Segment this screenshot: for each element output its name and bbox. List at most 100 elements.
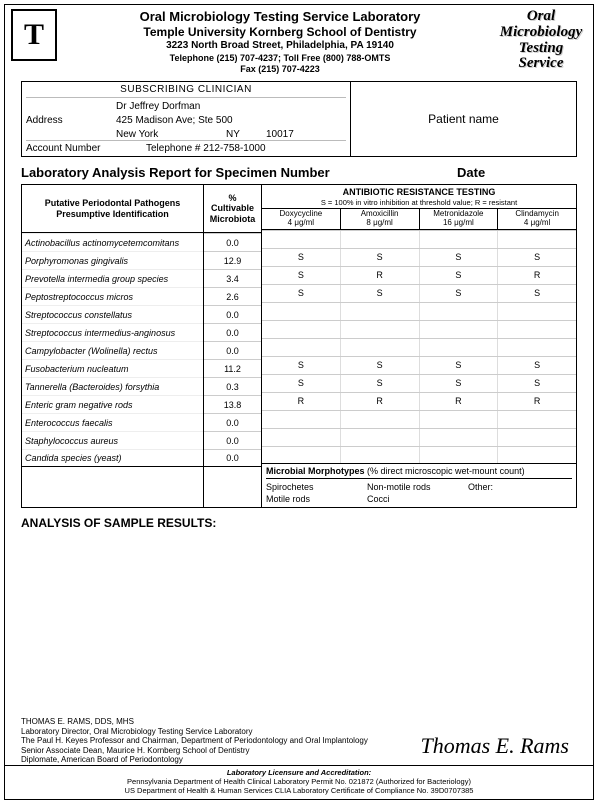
abx-cell: [419, 447, 498, 463]
school-name: Temple University Kornberg School of Den…: [65, 25, 495, 40]
clinician-patient-row: SUBSCRIBING CLINICIAN Dr Jeffrey Dorfman…: [21, 81, 577, 157]
pct-cell: 2.6: [204, 287, 261, 305]
pathogen-name: Porphyromonas gingivalis: [22, 251, 203, 269]
abx-cell: [497, 303, 576, 320]
patient-name-label: Patient name: [428, 112, 499, 126]
pathogen-name: Fusobacterium nucleatum: [22, 359, 203, 377]
abx-row: [262, 230, 576, 248]
pct-cell: 13.8: [204, 395, 261, 413]
abx-cell: [340, 321, 419, 338]
clinician-header: SUBSCRIBING CLINICIAN: [26, 84, 346, 98]
pct-cell: 0.0: [204, 449, 261, 467]
abx-cell: S: [419, 285, 498, 302]
pathogen-name: Enteric gram negative rods: [22, 395, 203, 413]
abx-cell: [340, 429, 419, 446]
morph-item: Non-motile rods: [367, 481, 468, 493]
abx-row: [262, 410, 576, 428]
pct-cell: 0.0: [204, 305, 261, 323]
accred-line-1: Pennsylvania Department of Health Clinic…: [5, 777, 593, 786]
abx-row: SSSS: [262, 248, 576, 266]
abx-cell: S: [419, 267, 498, 284]
abx-header: ANTIBIOTIC RESISTANCE TESTING: [262, 185, 576, 198]
abx-row: [262, 320, 576, 338]
clinician-tel: 212-758-1000: [203, 143, 265, 154]
date-label: Date: [457, 165, 577, 180]
pct-cell: 3.4: [204, 269, 261, 287]
pct-cell: 0.0: [204, 431, 261, 449]
signer-block: THOMAS E. RAMS, DDS, MHS Laboratory Dire…: [21, 717, 421, 765]
accred-line-2: US Department of Health & Human Services…: [5, 786, 593, 795]
pathogen-name: Enterococcus faecalis: [22, 413, 203, 431]
abx-cell: S: [419, 357, 498, 374]
signer-title-4: Diplomate, American Board of Periodontol…: [21, 755, 421, 765]
abx-row: [262, 338, 576, 356]
patient-name-box: Patient name: [351, 81, 577, 157]
abx-cell: R: [419, 393, 498, 410]
abx-cell: [419, 411, 498, 428]
accreditation-footer: Laboratory Licensure and Accreditation: …: [5, 765, 593, 795]
title-block: Oral Microbiology Testing Service Labora…: [65, 9, 495, 75]
abx-cell: S: [262, 288, 340, 298]
pathogen-name: Prevotella intermedia group species: [22, 269, 203, 287]
abx-cell: [340, 231, 419, 248]
abx-cell: R: [340, 393, 419, 410]
accred-title: Laboratory Licensure and Accreditation:: [5, 768, 593, 777]
abx-row: RRRR: [262, 392, 576, 410]
pathogen-name: Candida species (yeast): [22, 449, 203, 467]
abx-row: SSSS: [262, 374, 576, 392]
clinician-city: New York: [116, 129, 226, 140]
abx-cell: S: [419, 375, 498, 392]
report-title-row: Laboratory Analysis Report for Specimen …: [21, 165, 577, 180]
clinician-state: NY: [226, 129, 266, 140]
morph-item: Other:: [468, 481, 569, 493]
abx-cell: S: [497, 375, 576, 392]
morph-title: Microbial Morphotypes: [266, 466, 365, 476]
signer-title-1: Laboratory Director, Oral Microbiology T…: [21, 727, 421, 737]
pathogen-header: Putative Periodontal Pathogens Presumpti…: [22, 185, 203, 233]
abx-cell: S: [419, 249, 498, 266]
abx-cell: S: [340, 357, 419, 374]
pathogen-name: Streptococcus intermedius-anginosus: [22, 323, 203, 341]
pct-cell: 0.0: [204, 323, 261, 341]
phone-line: Telephone (215) 707-4237; Toll Free (800…: [65, 53, 495, 64]
pathogen-name: Campylobacter (Wolinella) rectus: [22, 341, 203, 359]
abx-col-header: Doxycycline4 μg/ml: [262, 209, 340, 230]
abx-cell: [497, 321, 576, 338]
abx-cell: S: [497, 357, 576, 374]
abx-cell: S: [262, 252, 340, 262]
abx-cell: [340, 339, 419, 356]
abx-cell: S: [340, 285, 419, 302]
pathogen-name: Staphylococcus aureus: [22, 431, 203, 449]
signer-name: THOMAS E. RAMS, DDS, MHS: [21, 717, 421, 727]
signature-image: Thomas E. Rams: [420, 733, 569, 759]
abx-cell: S: [262, 360, 340, 370]
analysis-header: ANALYSIS OF SAMPLE RESULTS:: [21, 516, 577, 530]
morphotypes-block: Microbial Morphotypes (% direct microsco…: [262, 464, 576, 507]
abx-cell: R: [262, 396, 340, 406]
abx-row: SSSS: [262, 356, 576, 374]
report-title: Laboratory Analysis Report for Specimen …: [21, 165, 457, 180]
abx-row: [262, 446, 576, 464]
abx-col-header: Clindamycin4 μg/ml: [497, 209, 576, 230]
abx-cell: S: [497, 249, 576, 266]
fax-line: Fax (215) 707-4223: [65, 64, 495, 75]
abx-col-header: Amoxicillin8 μg/ml: [340, 209, 419, 230]
tel-label: Telephone #: [146, 143, 201, 154]
morphotypes-block-left: [204, 467, 261, 471]
abx-cell: [419, 303, 498, 320]
omts-badge: Oral Microbiology Testing Service: [495, 9, 587, 72]
address-label: Address: [26, 115, 116, 126]
pathogen-name: Actinobacillus actinomycetemcomitans: [22, 233, 203, 251]
pct-header: % Cultivable Microbiota: [204, 185, 261, 233]
abx-row: [262, 302, 576, 320]
morph-item: Motile rods: [266, 493, 367, 505]
abx-row: [262, 428, 576, 446]
abx-cell: [497, 231, 576, 248]
acct-label: Account Number: [26, 143, 116, 154]
abx-row: SSSS: [262, 284, 576, 302]
abx-cell: S: [340, 375, 419, 392]
lab-name: Oral Microbiology Testing Service Labora…: [65, 9, 495, 25]
abx-cell: [497, 411, 576, 428]
abx-cell: [419, 231, 498, 248]
clinician-name: Dr Jeffrey Dorfman: [116, 101, 200, 112]
